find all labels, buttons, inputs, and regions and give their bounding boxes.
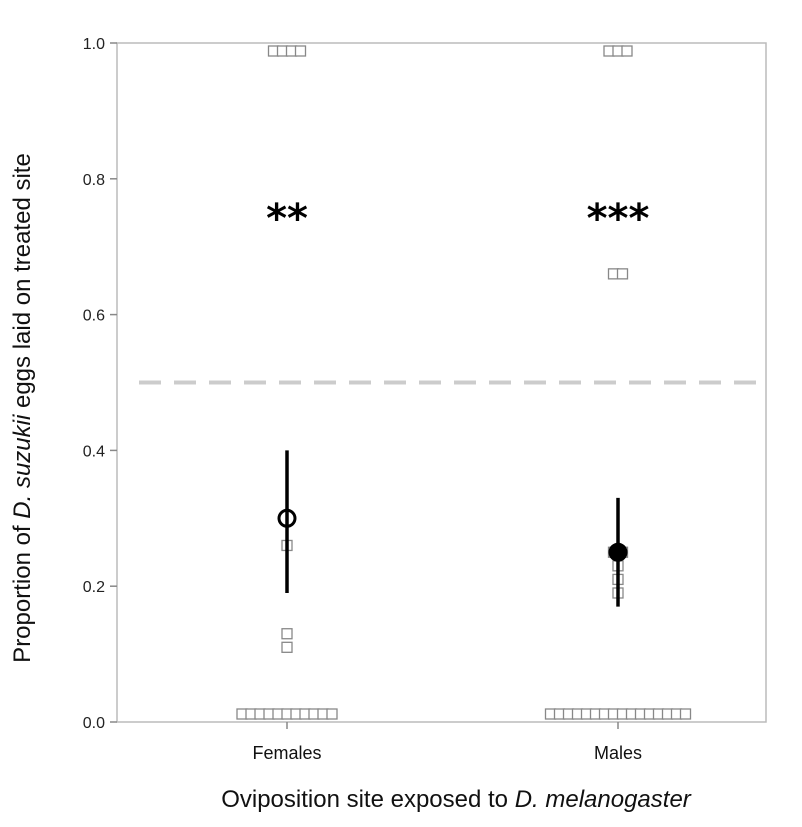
significance-females: ** <box>266 196 308 242</box>
mean-marker-females <box>277 508 297 528</box>
y-tick-label-5: 1.0 <box>83 36 105 53</box>
data-point-females <box>294 45 307 57</box>
x-tick-label-males: Males <box>594 743 642 763</box>
x-axis-title-before: Oviposition site exposed to <box>221 786 515 813</box>
y-axis-title-after: eggs laid on treated site <box>9 153 36 415</box>
y-tick-label-1: 0.2 <box>83 579 105 596</box>
y-tick-label-4: 0.8 <box>83 172 105 189</box>
data-point-females <box>326 708 338 720</box>
data-point-males <box>616 268 629 280</box>
y-axis: 0.0 0.2 0.4 0.6 0.8 1.0 <box>83 36 117 732</box>
x-axis-title: Oviposition site exposed to D. melanogas… <box>221 786 692 813</box>
plot-frame <box>116 42 767 723</box>
x-axis-title-italic: D. melanogaster <box>515 786 692 813</box>
data-points <box>236 45 692 720</box>
y-axis-title-italic: D. suzukii <box>9 414 36 519</box>
y-axis-title-before: Proportion of <box>9 519 36 663</box>
y-axis-title: Proportion of D. suzukii eggs laid on tr… <box>9 153 36 663</box>
y-tick-label-2: 0.4 <box>83 443 105 460</box>
y-tick-label-0: 0.0 <box>83 715 105 732</box>
mean-marker-males <box>608 542 628 562</box>
data-point-females <box>281 641 293 653</box>
significance-labels: ** *** <box>266 196 649 242</box>
data-point-males <box>621 45 633 57</box>
data-point-females <box>281 628 293 640</box>
mean-markers <box>277 450 628 607</box>
x-tick-label-females: Females <box>252 743 321 763</box>
y-tick-label-3: 0.6 <box>83 308 105 325</box>
significance-males: *** <box>587 196 650 242</box>
data-point-males <box>679 708 692 720</box>
x-axis: Females Males <box>252 722 642 763</box>
